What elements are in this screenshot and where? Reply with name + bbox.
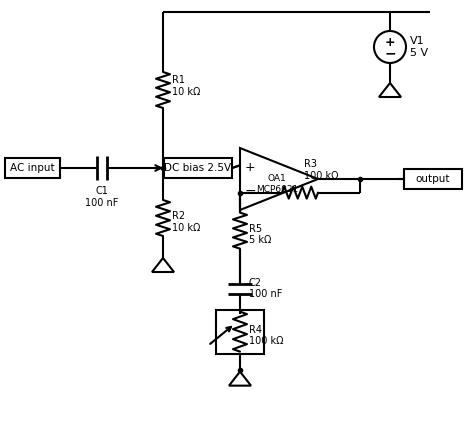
Text: +: + — [385, 35, 395, 48]
Text: DC bias 2.5V: DC bias 2.5V — [164, 163, 232, 173]
Text: R5
5 kΩ: R5 5 kΩ — [249, 224, 272, 245]
Text: AC input: AC input — [10, 163, 55, 173]
Text: −: − — [384, 46, 396, 60]
Text: R4
100 kΩ: R4 100 kΩ — [249, 325, 283, 346]
Text: R2
10 kΩ: R2 10 kΩ — [172, 211, 201, 233]
FancyBboxPatch shape — [5, 158, 60, 178]
Text: OA1
MCP6021: OA1 MCP6021 — [256, 174, 298, 194]
FancyBboxPatch shape — [164, 158, 232, 178]
Text: R3
100 kΩ: R3 100 kΩ — [304, 159, 338, 181]
FancyBboxPatch shape — [404, 169, 462, 189]
Text: C1
100 nF: C1 100 nF — [85, 186, 118, 208]
Text: V1
5 V: V1 5 V — [410, 36, 428, 58]
Text: −: − — [244, 184, 256, 197]
Text: R1
10 kΩ: R1 10 kΩ — [172, 75, 201, 97]
Text: C2
100 nF: C2 100 nF — [249, 278, 283, 299]
Text: output: output — [416, 174, 450, 184]
Text: +: + — [245, 161, 255, 174]
